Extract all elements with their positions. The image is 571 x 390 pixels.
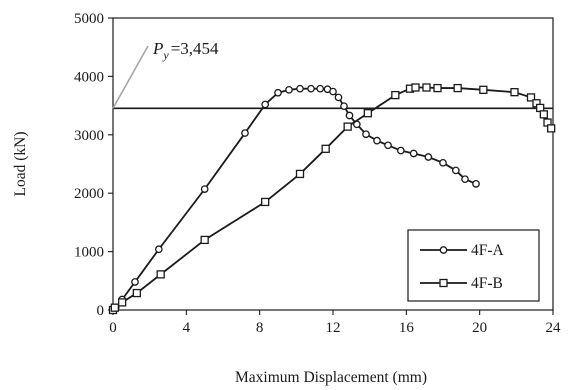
y-tick-label: 1000 [74, 245, 104, 261]
y-tick-label: 3000 [74, 128, 104, 144]
data-point-4f-a [329, 87, 337, 96]
data-point-4f-a [451, 166, 460, 175]
data-point-4f-a [131, 278, 139, 286]
data-point-4f-b [118, 298, 127, 307]
annotation-symbol: P [152, 39, 163, 58]
data-point-4f-a [316, 84, 325, 93]
x-tick-label: 20 [472, 320, 487, 336]
x-axis-title: Maximum Displacement (mm) [235, 369, 427, 386]
data-point-4f-a [200, 185, 209, 193]
data-point-4f-b [156, 270, 165, 279]
series-layer [108, 83, 556, 315]
legend-marker-4f-a [439, 246, 448, 254]
annotation-value: =3,454 [171, 39, 219, 58]
data-point-4f-b [433, 83, 442, 93]
data-point-4f-b [411, 83, 420, 92]
data-point-4f-a [439, 158, 447, 167]
data-point-4f-a [373, 136, 381, 145]
data-point-4f-a [424, 153, 433, 161]
series-4f-b [108, 83, 556, 315]
data-point-4f-a [345, 111, 354, 120]
data-point-4f-b [343, 122, 352, 131]
legend-marker-4f-b [439, 278, 448, 288]
data-point-4f-b [295, 169, 305, 179]
data-point-4f-b [547, 124, 556, 133]
data-point-4f-a [396, 146, 405, 155]
data-point-4f-a [472, 180, 480, 188]
annotation-leader-line [112, 45, 149, 109]
data-point-4f-a [241, 129, 249, 137]
y-axis-ticks: 0 1000 2000 3000 4000 5000 [74, 11, 113, 319]
data-point-4f-a [285, 85, 293, 94]
x-tick-label: 0 [109, 320, 117, 336]
data-point-4f-a [334, 93, 343, 102]
data-point-4f-b [321, 144, 330, 153]
data-point-4f-b [510, 88, 519, 97]
legend-label-4f-b: 4F-B [471, 275, 503, 292]
data-point-4f-b [526, 93, 536, 102]
data-point-4f-a [409, 149, 418, 158]
legend-label-4f-a: 4F-A [471, 242, 505, 259]
data-point-4f-a [362, 130, 370, 139]
x-axis-ticks: 0 4 8 12 16 20 24 [109, 310, 561, 336]
data-point-4f-a [384, 141, 392, 150]
y-axis-title: Load (kN) [12, 132, 29, 197]
data-point-4f-b [110, 303, 119, 312]
x-tick-label: 16 [399, 320, 415, 336]
series-4f-a [109, 84, 480, 314]
data-point-4f-b [261, 197, 270, 207]
data-point-4f-b [132, 288, 141, 298]
data-point-4f-b [391, 90, 400, 100]
x-tick-label: 4 [183, 320, 191, 336]
data-point-4f-b [363, 109, 372, 118]
x-tick-label: 8 [256, 320, 264, 336]
x-tick-label: 24 [546, 320, 562, 336]
y-tick-label: 4000 [74, 69, 104, 85]
yield-load-annotation: Py =3,454 [152, 39, 219, 62]
legend-box [407, 229, 540, 302]
data-point-4f-a [340, 102, 348, 111]
data-point-4f-a [154, 245, 163, 254]
legend: 4F-A 4F-B [407, 229, 540, 302]
data-point-4f-a [274, 88, 282, 97]
y-tick-label: 5000 [74, 11, 104, 27]
data-point-4f-a [261, 100, 270, 109]
data-point-4f-a [461, 175, 469, 184]
y-tick-label: 0 [97, 303, 105, 319]
data-point-4f-a [307, 84, 315, 93]
data-point-4f-b [479, 85, 488, 94]
annotation-subscript: y [162, 48, 169, 62]
data-point-4f-b [453, 83, 462, 93]
x-tick-label: 12 [326, 320, 341, 336]
data-point-4f-a [296, 84, 304, 93]
data-point-4f-b [422, 83, 431, 92]
data-point-4f-b [539, 110, 548, 119]
data-point-4f-b [200, 235, 209, 245]
y-tick-label: 2000 [74, 186, 104, 202]
